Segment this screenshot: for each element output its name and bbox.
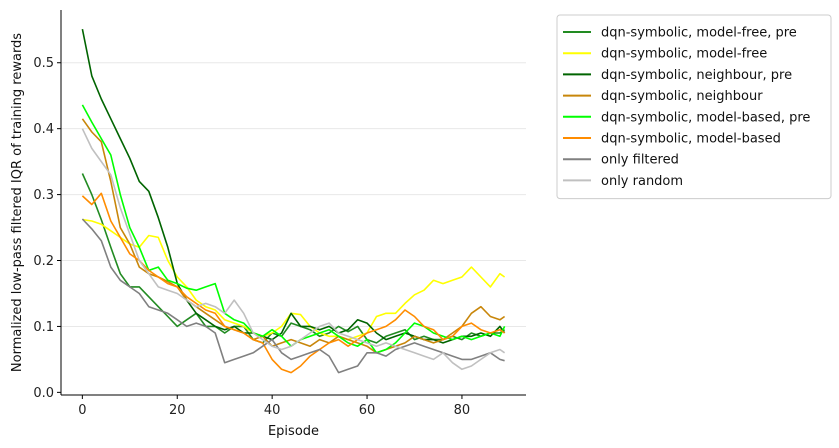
y-tick-label: 0.0 [33, 386, 54, 401]
series-line-2 [82, 218, 506, 341]
series-line-7 [81, 218, 505, 374]
legend-label: dqn-symbolic, model-free, pre [601, 26, 797, 41]
series-line-6 [81, 192, 506, 374]
series-line-3 [81, 28, 506, 344]
series-lines [81, 28, 506, 374]
axes [60, 10, 526, 396]
y-tick-label: 0.5 [33, 56, 54, 71]
legend-label: dqn-symbolic, neighbour [601, 89, 763, 104]
x-tick-label: 40 [264, 403, 281, 418]
x-tick-label: 60 [359, 403, 376, 418]
y-axis-ticks: 0.0 0.1 0.2 0.3 0.4 0.5 [33, 56, 61, 401]
y-tick-label: 0.1 [33, 320, 54, 335]
series-line-8 [81, 128, 506, 371]
legend: dqn-symbolic, model-free, pre dqn-symboli… [556, 14, 832, 200]
x-tick-label: 80 [454, 403, 471, 418]
x-axis-label: Episode [268, 424, 319, 439]
y-tick-label: 0.3 [33, 188, 54, 203]
x-tick-label: 20 [169, 403, 186, 418]
y-tick-label: 0.4 [33, 122, 54, 137]
y-tick-label: 0.2 [33, 254, 54, 269]
x-tick-label: 0 [78, 403, 86, 418]
legend-label: only random [601, 174, 683, 189]
legend-label: dqn-symbolic, model-based, pre [601, 110, 810, 125]
legend-label: dqn-symbolic, model-based [601, 132, 781, 147]
x-axis-ticks: 0 20 40 60 80 [78, 395, 470, 418]
legend-label: dqn-symbolic, neighbour, pre [601, 68, 792, 83]
y-axis-label: Normalized low-pass filtered IQR of trai… [10, 33, 25, 372]
series-line-4 [81, 118, 506, 354]
legend-frame [556, 14, 832, 200]
legend-label: dqn-symbolic, model-free [601, 47, 767, 62]
series-line-1 [81, 173, 506, 344]
legend-label: only filtered [601, 153, 679, 168]
